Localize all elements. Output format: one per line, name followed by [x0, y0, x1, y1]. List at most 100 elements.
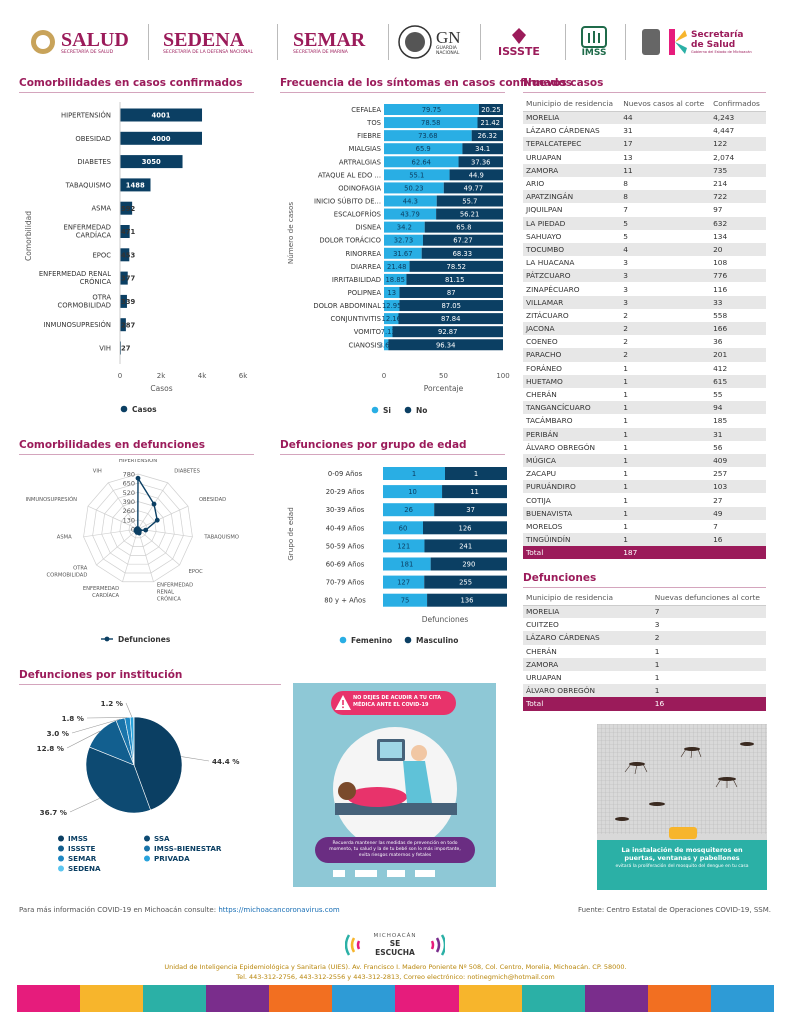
deaths-institution-pie: 44.4 % 36.7 % 12.8 % 3.0 % 1.8 % 1.2 % IMSS SSA… [37, 699, 240, 873]
table-cell: 2 [623, 337, 628, 347]
table-cell: 27 [713, 495, 723, 505]
stripe-segment [206, 985, 270, 1012]
table-cell: 1 [654, 686, 660, 696]
table-row: CHERÁN 1 [523, 645, 766, 658]
data-label: 55.1 [409, 171, 424, 179]
bar-segment [388, 339, 503, 351]
table-row: LA PIEDAD 5 632 [523, 216, 766, 230]
radar-tick-label: 780 [123, 471, 135, 479]
radar-axis-label-line: OTRA [73, 565, 88, 571]
bar-segment [383, 575, 425, 589]
radar-spoke [83, 528, 139, 538]
bar-segment [399, 300, 503, 312]
symptoms-chart: CEFALEA 79.75 20.25 TOS 78.58 21.42 FIEBRE 73.6… [286, 104, 510, 415]
bar-segment [409, 260, 503, 272]
table-cell: 1 [623, 508, 628, 518]
legend-label: Masculino [416, 636, 458, 645]
radar-point [135, 526, 141, 532]
table-cell: ÁLVARO OBREGÓN [526, 686, 596, 696]
y-axis-title: Número de casos [286, 202, 295, 265]
table-row: TACÁMBARO 1 185 [523, 414, 766, 427]
table-cell: 3 [623, 271, 628, 281]
campaign-badge [669, 827, 697, 839]
category-label: DOLOR ABDOMINAL [313, 302, 381, 310]
bar-segment [424, 221, 503, 233]
table-cell: 1 [623, 363, 628, 373]
data-label: 78.52 [447, 263, 466, 271]
table-row: ZAMORA 1 [523, 657, 766, 671]
table-row: APATZINGÁN 8 722 [523, 190, 766, 204]
table-cell: URUAPAN [526, 673, 562, 683]
bar-segment [384, 260, 410, 272]
category-label: VOMITO [354, 328, 381, 336]
x-tick-label: 50 [439, 372, 448, 380]
table-cell: 16 [654, 699, 665, 709]
bar-segment [384, 156, 459, 168]
table-cell: 103 [713, 482, 728, 492]
table-cell: 1 [623, 455, 628, 465]
table-cell: 558 [713, 310, 728, 320]
table-cell: TANGANCÍCUARO [526, 403, 591, 413]
category-label: 30-39 Años [326, 506, 365, 514]
category-label: CIANOSIS [349, 341, 381, 349]
stripe-segment [80, 985, 144, 1012]
radar-spoke [87, 505, 139, 530]
table-cell: 7 [713, 521, 718, 531]
table-row: CUITZEO 3 [523, 618, 766, 631]
table-row: ZACAPU 1 257 [523, 467, 766, 480]
table-cell: VILLAMAR [526, 297, 564, 307]
category-label: CONJUNTIVITIS [330, 315, 381, 323]
table-row: LA HUACANA 3 108 [523, 256, 766, 269]
table-cell: JIQUILPAN [526, 205, 563, 215]
bar-segment [427, 593, 507, 607]
logo-gn-sub: GUARDIA NACIONAL [436, 45, 460, 56]
radar-spoke [107, 482, 139, 530]
table-cell: 4 [623, 244, 628, 254]
table-cell: 2 [623, 324, 628, 334]
table-row: MORELOS 1 7 [523, 520, 766, 533]
table-cell: FORÁNEO [526, 363, 562, 373]
stripe-segment [521, 985, 585, 1012]
table-cell: 1 [623, 416, 628, 426]
legend-label: ISSSTE [68, 844, 95, 853]
legend-label: SSA [154, 834, 170, 843]
radar-axis-label-line: ENFERMEDAD [83, 586, 119, 592]
legend-swatch [58, 855, 64, 862]
logo-ssm-title: Secretaría de Salud [691, 30, 744, 50]
table-cell: HUETAMO [526, 376, 563, 386]
bar-segment [422, 234, 503, 246]
bar [120, 155, 183, 169]
dengue-poster: La instalación de mosquiteros en puertas… [597, 724, 767, 890]
table-cell: 55 [713, 390, 723, 400]
col-municipio: Municipio de residencia [523, 96, 621, 112]
data-label: 87.84 [441, 315, 460, 323]
data-label: 65.9 [416, 145, 431, 153]
more-info-link[interactable]: https://michoacancoronavirus.com [218, 906, 340, 914]
bar-segment [384, 169, 450, 181]
sound-waves-icon [345, 934, 361, 956]
table-cell: 214 [713, 179, 728, 189]
data-label: 4000 [152, 135, 171, 143]
prenatal-care-poster: NO DEJES DE ACUDIR A TU CITA MÉDICA ANTE… [293, 683, 496, 887]
table-cell: MÚGICA [526, 455, 556, 465]
table-cell: LÁZARO CÁRDENAS [526, 126, 600, 136]
table-cell: 31 [713, 429, 723, 439]
data-label: 50.23 [404, 184, 423, 192]
table-cell: 1 [623, 495, 628, 505]
data-label: 290 [462, 561, 475, 569]
data-label: 1 [412, 470, 416, 478]
data-label: 1 [474, 470, 478, 478]
legend-label: IMSS [68, 834, 88, 843]
table-cell: 2 [623, 310, 628, 320]
stripe-segment [710, 985, 774, 1012]
radar-tick-label: 390 [123, 498, 135, 506]
bar-segment [384, 234, 423, 246]
category-label: RINORREA [345, 250, 381, 258]
bar-segment [383, 521, 423, 535]
table-row: COTIJA 1 27 [523, 493, 766, 506]
table-row: LÁZARO CÁRDENAS 31 4,447 [523, 124, 766, 137]
table-cell: 20 [713, 244, 723, 254]
table-cell: 615 [713, 376, 728, 386]
y-axis-title: Comorbilidad [24, 211, 33, 261]
